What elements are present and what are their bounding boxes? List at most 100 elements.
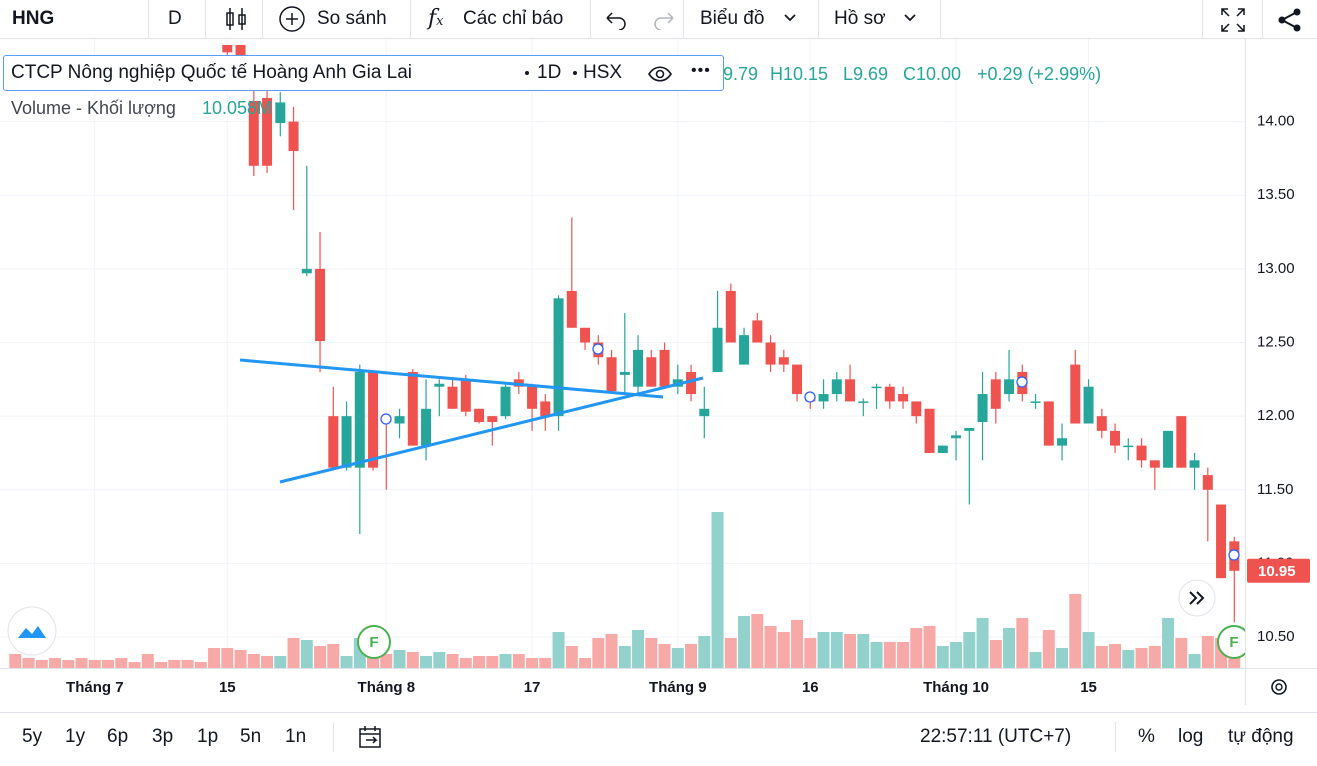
range-button[interactable]: 1n xyxy=(285,726,307,747)
candle-body xyxy=(527,386,538,409)
flag[interactable]: F xyxy=(357,625,391,659)
volume-bar xyxy=(1148,646,1161,668)
range-button[interactable]: 5y xyxy=(22,726,43,747)
volume-bar xyxy=(976,618,989,668)
range-button[interactable]: 3p xyxy=(152,726,174,747)
scroll-button[interactable] xyxy=(1178,579,1216,617)
separator xyxy=(818,0,819,38)
candle-body xyxy=(354,371,365,468)
candle-body xyxy=(752,320,763,343)
y-tick-label: 11.50 xyxy=(1257,481,1293,498)
legend-resolution: 1D xyxy=(537,62,562,83)
candle-body xyxy=(301,268,312,274)
auto-toggle[interactable]: tự động xyxy=(1228,726,1294,747)
volume-bar xyxy=(605,634,618,668)
volume-bar xyxy=(446,654,459,668)
event-marker[interactable] xyxy=(1016,376,1028,388)
event-marker[interactable] xyxy=(380,413,392,425)
eye-icon[interactable] xyxy=(647,64,673,84)
legend-close: C10.00 xyxy=(903,64,962,84)
volume-bar xyxy=(75,658,88,668)
y-tick-label: 13.00 xyxy=(1257,260,1295,277)
volume-bar xyxy=(857,634,870,668)
volume-bar xyxy=(936,646,949,668)
candle-body xyxy=(288,121,299,152)
indicators-icon[interactable]: fx xyxy=(428,6,444,31)
volume-bar xyxy=(579,658,592,668)
volume-bar xyxy=(247,654,260,668)
volume-bar xyxy=(221,648,234,668)
candle-body xyxy=(1216,504,1227,579)
range-button[interactable]: 5n xyxy=(240,726,262,747)
candle-body xyxy=(275,102,286,124)
range-button[interactable]: 1y xyxy=(65,726,86,747)
candle-body xyxy=(460,379,471,412)
indicators-button[interactable]: Các chỉ báo xyxy=(463,8,564,29)
logo[interactable] xyxy=(7,606,57,656)
log-toggle[interactable]: log xyxy=(1178,726,1204,747)
clock: 22:57:11 (UTC+7) xyxy=(920,726,1072,747)
volume-bar xyxy=(1109,644,1122,668)
range-button[interactable]: 1p xyxy=(197,726,219,747)
candle-body xyxy=(407,371,418,446)
more-icon[interactable]: ••• xyxy=(691,62,711,79)
undo-redo[interactable] xyxy=(603,8,683,30)
chart-type-icon[interactable] xyxy=(224,6,248,32)
volume-bar xyxy=(340,656,353,668)
volume-bar xyxy=(539,658,552,668)
candle-body xyxy=(646,357,657,387)
y-tick-label: 10.50 xyxy=(1257,628,1295,645)
candle-body xyxy=(951,435,962,439)
volume-bar xyxy=(817,632,830,668)
candle-body xyxy=(394,416,405,424)
flag[interactable]: F xyxy=(1217,625,1250,659)
settings-icon[interactable] xyxy=(1271,679,1287,695)
legend-low: L9.69 xyxy=(843,64,889,84)
candle-body xyxy=(553,298,564,417)
event-marker[interactable] xyxy=(804,391,816,403)
fullscreen-icon[interactable] xyxy=(1220,7,1246,33)
volume-bar xyxy=(1029,652,1042,668)
event-marker[interactable] xyxy=(1228,549,1240,561)
candle-body xyxy=(580,327,591,343)
volume-bar xyxy=(989,640,1002,668)
volume-bar xyxy=(327,644,340,668)
compare-icon[interactable] xyxy=(278,5,308,35)
candle-body xyxy=(619,371,630,375)
candle-body xyxy=(831,379,842,395)
toolbar xyxy=(0,0,1317,39)
y-tick-label: 14.00 xyxy=(1257,113,1295,130)
candle-body xyxy=(328,416,339,468)
y-tick-label: 12.50 xyxy=(1257,333,1295,350)
candle-body xyxy=(633,349,644,387)
volume-bar xyxy=(724,638,737,668)
event-marker[interactable] xyxy=(592,343,604,355)
compare-button[interactable]: So sánh xyxy=(317,8,387,29)
date-range-icon[interactable] xyxy=(358,725,384,751)
x-tick-label: 17 xyxy=(524,679,541,696)
chart-menu[interactable]: Biểu đồ xyxy=(700,8,765,29)
volume-bar xyxy=(645,638,658,668)
volume-bar xyxy=(1162,618,1175,668)
candle-body xyxy=(778,357,789,365)
volume-bar xyxy=(88,660,101,668)
x-tick-label: 16 xyxy=(802,679,819,696)
candle-body xyxy=(911,401,922,417)
legend-box[interactable] xyxy=(3,55,724,91)
volume-bar xyxy=(433,652,446,668)
candle-body xyxy=(566,290,577,328)
x-tick-label: 15 xyxy=(219,679,236,696)
volume-bar xyxy=(274,656,287,668)
separator xyxy=(590,0,591,38)
percent-toggle[interactable]: % xyxy=(1138,726,1155,747)
separator xyxy=(683,0,684,38)
share-icon[interactable] xyxy=(1277,7,1303,33)
interval[interactable]: D xyxy=(168,8,182,29)
volume-bar xyxy=(592,638,605,668)
range-button[interactable]: 6p xyxy=(107,726,129,747)
symbol[interactable]: HNG xyxy=(12,8,55,29)
axes: 10.5011.0011.5012.0012.5013.0013.5014.00… xyxy=(66,113,1310,696)
profile-menu[interactable]: Hồ sơ xyxy=(834,8,886,29)
candle-body xyxy=(434,383,445,387)
